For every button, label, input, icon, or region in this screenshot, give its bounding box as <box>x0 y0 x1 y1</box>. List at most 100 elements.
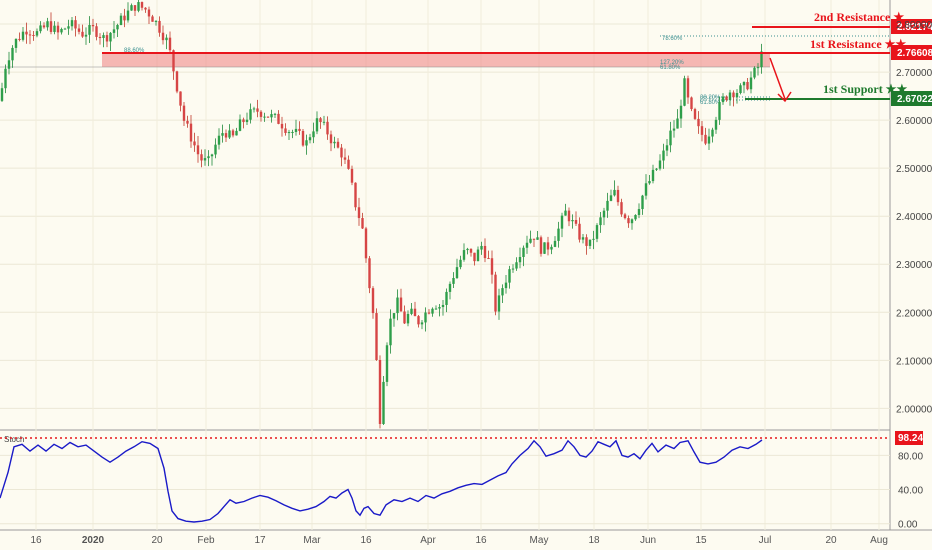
candle-body <box>322 121 326 123</box>
candle-body <box>21 31 25 40</box>
candle-body <box>14 38 18 48</box>
candle-body <box>438 307 441 309</box>
candle-body <box>693 109 697 119</box>
candle-body <box>749 77 753 90</box>
resistance-1-label: 1st Resistance ★★ <box>810 37 906 51</box>
candle-body <box>84 34 88 37</box>
candle-body <box>165 37 168 41</box>
candle-body <box>224 133 228 138</box>
price-tick-label: 2.50000 <box>896 164 932 175</box>
candle-body <box>746 82 749 90</box>
candle-body <box>371 288 375 314</box>
date-tick-label: 2020 <box>82 535 105 546</box>
candle-body <box>508 269 511 283</box>
candle-body <box>238 119 242 131</box>
candle-body <box>742 82 746 86</box>
resistance-2-tag-text: 2.82174 <box>897 22 932 33</box>
candle-body <box>392 313 396 319</box>
resistance-1-tag <box>891 45 932 60</box>
candle-body <box>378 360 382 424</box>
candle-body <box>585 237 588 246</box>
candle-body <box>284 128 287 133</box>
candle-body <box>686 78 690 98</box>
candle-body <box>245 119 249 123</box>
candle-body <box>410 308 413 314</box>
candle-body <box>161 32 165 41</box>
candle-body <box>431 308 434 314</box>
projection-arrow-head <box>777 91 792 103</box>
candle-body <box>637 209 641 215</box>
candle-body <box>714 119 718 130</box>
grid <box>0 0 890 530</box>
candle-body <box>53 25 56 32</box>
support-1-label: 1st Support ★★ <box>823 82 907 96</box>
candle-body <box>546 242 550 250</box>
price-tick-label: 2.60000 <box>896 116 932 127</box>
candle-body <box>119 15 123 25</box>
candle-body <box>448 283 452 292</box>
candle-body <box>592 238 595 240</box>
candle-body <box>98 36 102 39</box>
candle-body <box>620 202 623 215</box>
candle-body <box>455 267 459 278</box>
candle-body <box>67 26 70 29</box>
candle-body <box>39 25 42 32</box>
candle-body <box>347 159 350 169</box>
fib-label-127: 127.20% <box>660 60 684 66</box>
candle-body <box>753 67 756 78</box>
key-levels: 2nd Resistance ★ 2.82174 1st Resistance … <box>102 10 932 106</box>
stoch-value-tag <box>895 431 923 445</box>
candle-body <box>60 28 63 33</box>
candle-body <box>644 183 648 196</box>
candle-body <box>249 109 252 120</box>
candle-body <box>623 214 627 219</box>
candle-body <box>497 295 501 312</box>
candle-body <box>665 145 669 151</box>
candle-body <box>364 228 368 259</box>
candle-body <box>301 130 305 146</box>
candle-body <box>28 34 32 36</box>
candle-body <box>70 20 74 27</box>
date-tick-label: 20 <box>825 535 837 546</box>
candle-body <box>298 128 301 131</box>
candle-body <box>417 316 420 325</box>
candle-body <box>200 154 203 161</box>
candle-body <box>567 210 571 222</box>
candle-body <box>109 32 112 42</box>
candle-body <box>354 182 357 208</box>
candle-body <box>483 245 487 259</box>
candle-body <box>305 140 308 146</box>
candle-body <box>413 308 417 317</box>
candle-body <box>658 160 662 169</box>
date-tick-label: Jul <box>759 535 772 546</box>
candle-body <box>616 189 620 203</box>
candle-body <box>336 141 340 148</box>
price-tick-label: 2.40000 <box>896 212 932 223</box>
candle-body <box>11 47 14 61</box>
candle-body <box>259 111 263 117</box>
candle-body <box>319 118 322 123</box>
date-tick-label: 16 <box>360 535 372 546</box>
candle-body <box>158 20 161 33</box>
candle-body <box>396 297 399 314</box>
candle-body <box>441 304 445 308</box>
candle-body <box>95 26 98 37</box>
fib-label-618: 61.80% <box>660 65 681 71</box>
candle-body <box>543 242 546 254</box>
candle-body <box>595 225 599 239</box>
candle-body <box>700 126 704 135</box>
candle-body <box>186 120 189 124</box>
candle-body <box>697 118 700 127</box>
price-tick-label: 2.00000 <box>896 404 932 415</box>
candle-body <box>725 96 728 101</box>
candle-body <box>221 133 224 136</box>
date-tick-label: Mar <box>303 535 321 546</box>
candle-body <box>280 123 284 129</box>
date-tick-label: 15 <box>695 535 707 546</box>
candle-body <box>235 130 238 136</box>
stoch-tick-label: 0.00 <box>898 520 918 531</box>
candle-body <box>522 247 525 257</box>
candle-body <box>630 219 634 224</box>
candle-body <box>368 258 371 289</box>
